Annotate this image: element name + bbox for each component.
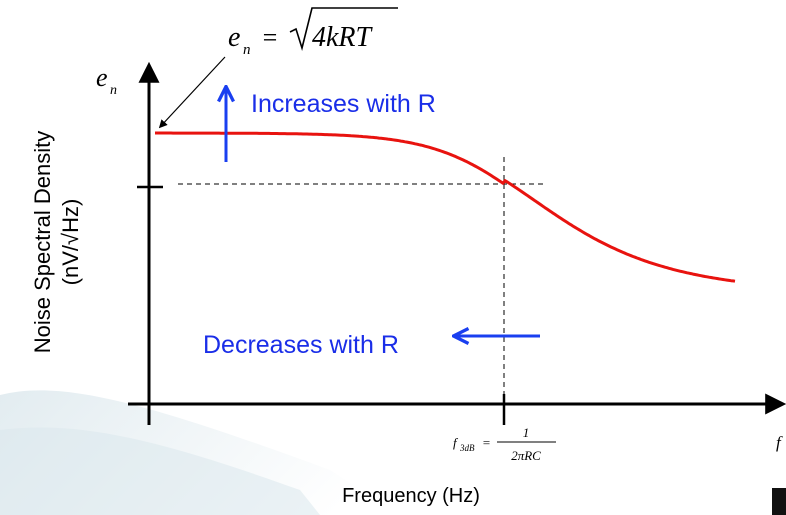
svg-text:=: = bbox=[261, 23, 279, 52]
svg-text:e: e bbox=[96, 63, 108, 92]
svg-text:3dB: 3dB bbox=[459, 443, 475, 453]
svg-text:e: e bbox=[228, 22, 240, 53]
thermal-noise-formula: e n = 4kRT bbox=[228, 7, 398, 58]
x-axis-end-symbol: f bbox=[776, 433, 783, 452]
decrease-label: Decreases with R bbox=[203, 331, 399, 359]
y-axis-symbol: e n bbox=[96, 63, 117, 98]
svg-text:n: n bbox=[110, 83, 117, 98]
svg-text:f: f bbox=[453, 435, 459, 450]
corner-logo-fragment bbox=[772, 488, 786, 515]
svg-text:1: 1 bbox=[523, 425, 530, 440]
svg-text:Noise Spectral Density: Noise Spectral Density bbox=[30, 131, 55, 354]
formula-pointer bbox=[158, 56, 226, 129]
noise-curve bbox=[155, 131, 736, 283]
x-axis-label: Frequency (Hz) bbox=[342, 485, 480, 507]
svg-text:4kRT: 4kRT bbox=[312, 22, 374, 53]
increase-label: Increases with R bbox=[251, 90, 436, 118]
svg-text:2πRC: 2πRC bbox=[511, 448, 541, 463]
corner-frequency-formula: f 3dB = 1 2πRC bbox=[453, 425, 556, 463]
y-axis-label: Noise Spectral Density (nV/√Hz) bbox=[30, 131, 83, 354]
svg-text:(nV/√Hz): (nV/√Hz) bbox=[58, 199, 83, 286]
background-swoosh-2 bbox=[0, 427, 320, 515]
svg-text:n: n bbox=[243, 42, 251, 58]
svg-text:=: = bbox=[482, 435, 491, 450]
